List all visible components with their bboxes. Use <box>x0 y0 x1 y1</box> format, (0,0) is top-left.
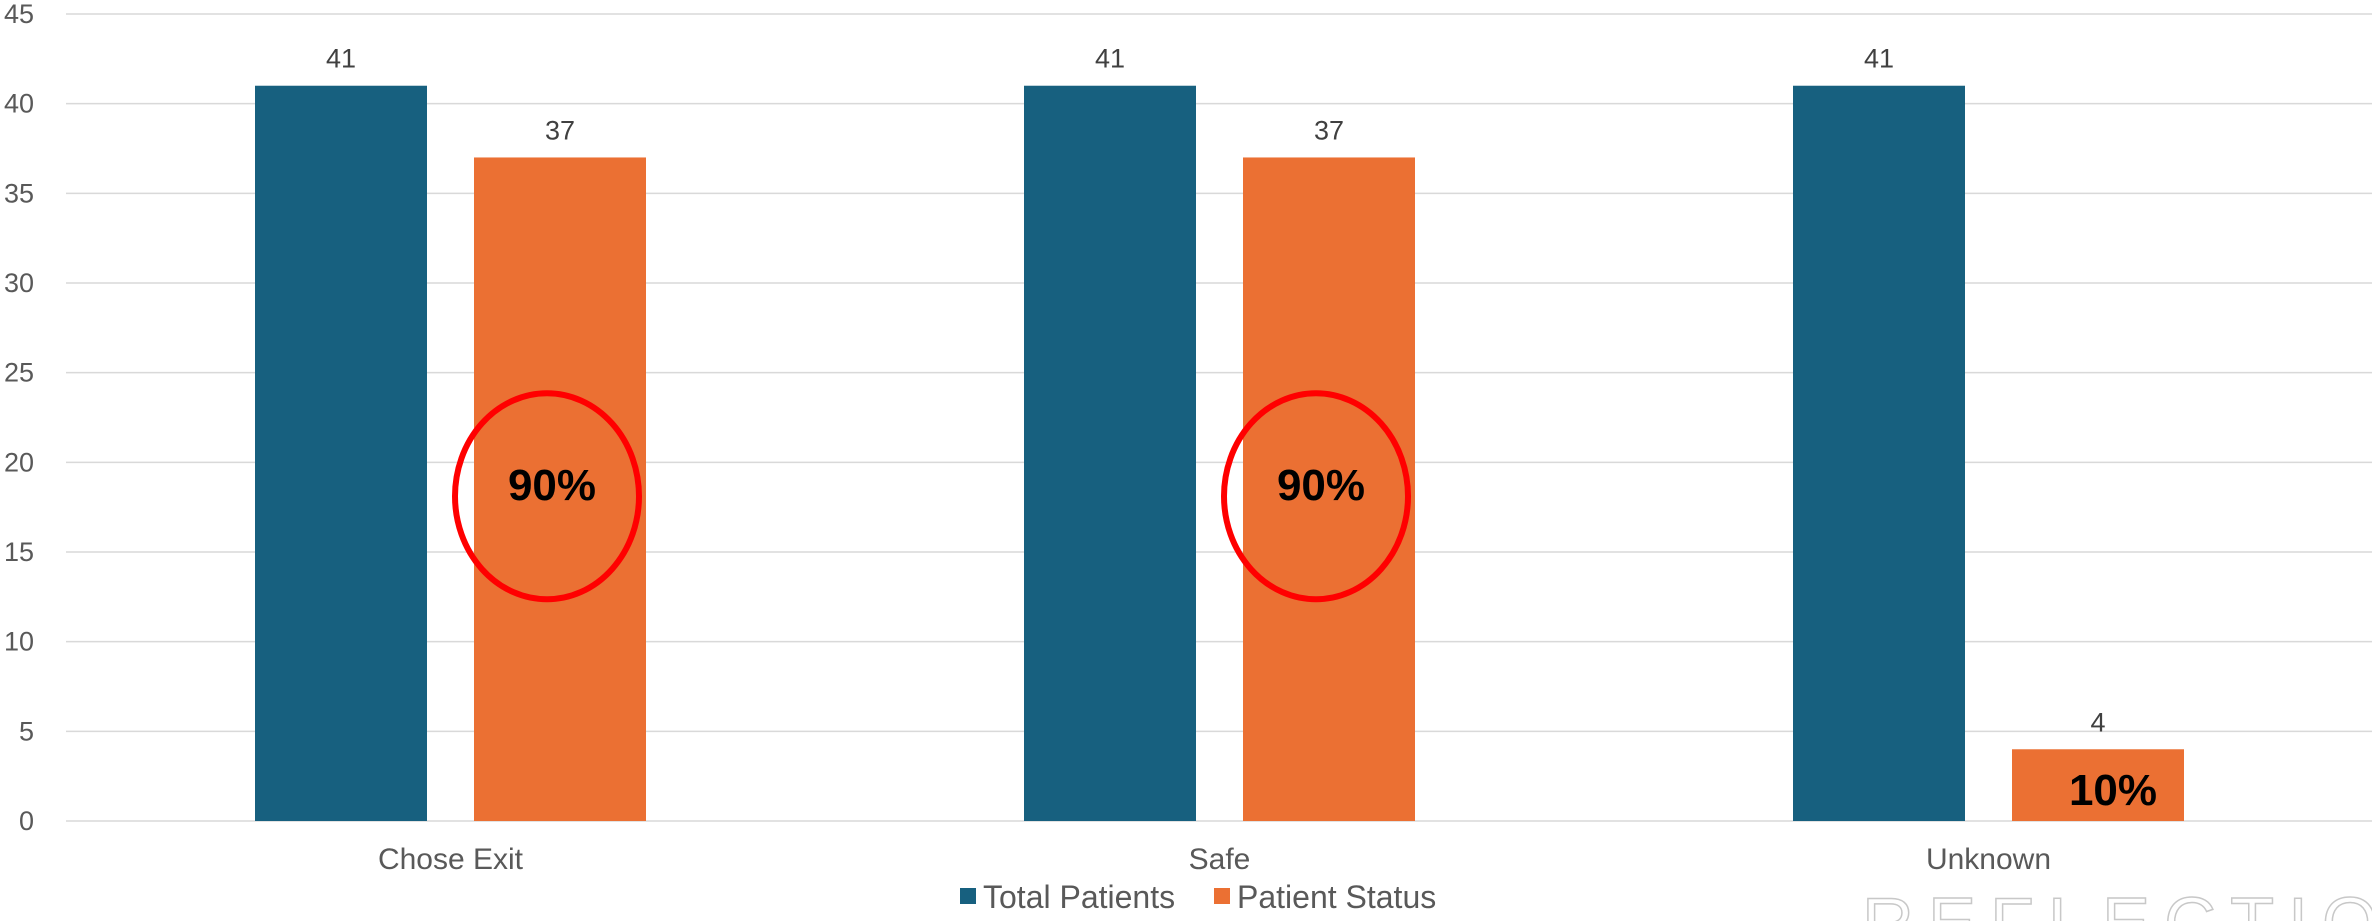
annotations: 90% 90% 10% <box>452 390 2157 815</box>
legend-entry: Total Patients <box>983 879 1175 915</box>
y-tick-label: 30 <box>4 268 34 298</box>
percent-annotation: 90% <box>508 461 596 510</box>
annotation-circle <box>1221 390 1411 603</box>
data-labels: 41 37 41 37 41 4 <box>326 44 2106 738</box>
percent-annotation: 90% <box>1277 461 1365 510</box>
bars <box>255 85 2184 821</box>
legend-swatch <box>1214 888 1230 904</box>
watermark-text: REFLECTION <box>1862 884 2372 921</box>
bar <box>1793 85 1965 821</box>
y-tick-label: 0 <box>19 806 34 836</box>
bar <box>255 85 427 821</box>
y-tick-label: 35 <box>4 178 34 208</box>
bar <box>1243 157 1415 821</box>
y-tick-label: 40 <box>4 89 34 119</box>
bar-data-label: 41 <box>1095 44 1125 74</box>
bar-data-label: 37 <box>545 115 575 145</box>
y-tick-label: 15 <box>4 537 34 567</box>
bar <box>474 157 646 821</box>
annotation-circle <box>452 390 642 603</box>
y-tick-label: 25 <box>4 358 34 388</box>
y-axis-tick-labels: 0 5 10 15 20 25 30 35 40 45 <box>4 0 34 836</box>
category-label: Chose Exit <box>378 843 524 876</box>
y-tick-label: 20 <box>4 447 34 477</box>
bar-data-label: 41 <box>326 44 356 74</box>
legend-entry: Patient Status <box>1237 879 1436 915</box>
category-label: Unknown <box>1926 843 2051 876</box>
percent-annotation: 10% <box>2069 766 2157 815</box>
bar <box>2012 749 2184 821</box>
y-tick-label: 45 <box>4 0 34 29</box>
legend: Total Patients Patient Status <box>960 879 1436 915</box>
category-label: Safe <box>1189 843 1251 876</box>
bar-data-label: 41 <box>1864 44 1894 74</box>
bar-data-label: 37 <box>1314 115 1344 145</box>
legend-swatch <box>960 888 976 904</box>
y-tick-label: 5 <box>19 716 34 746</box>
bar <box>1024 85 1196 821</box>
y-tick-label: 10 <box>4 627 34 657</box>
bar-data-label: 4 <box>2090 707 2105 737</box>
gridlines <box>66 13 2372 822</box>
x-axis-category-labels: Chose Exit Safe Unknown <box>378 843 2051 876</box>
